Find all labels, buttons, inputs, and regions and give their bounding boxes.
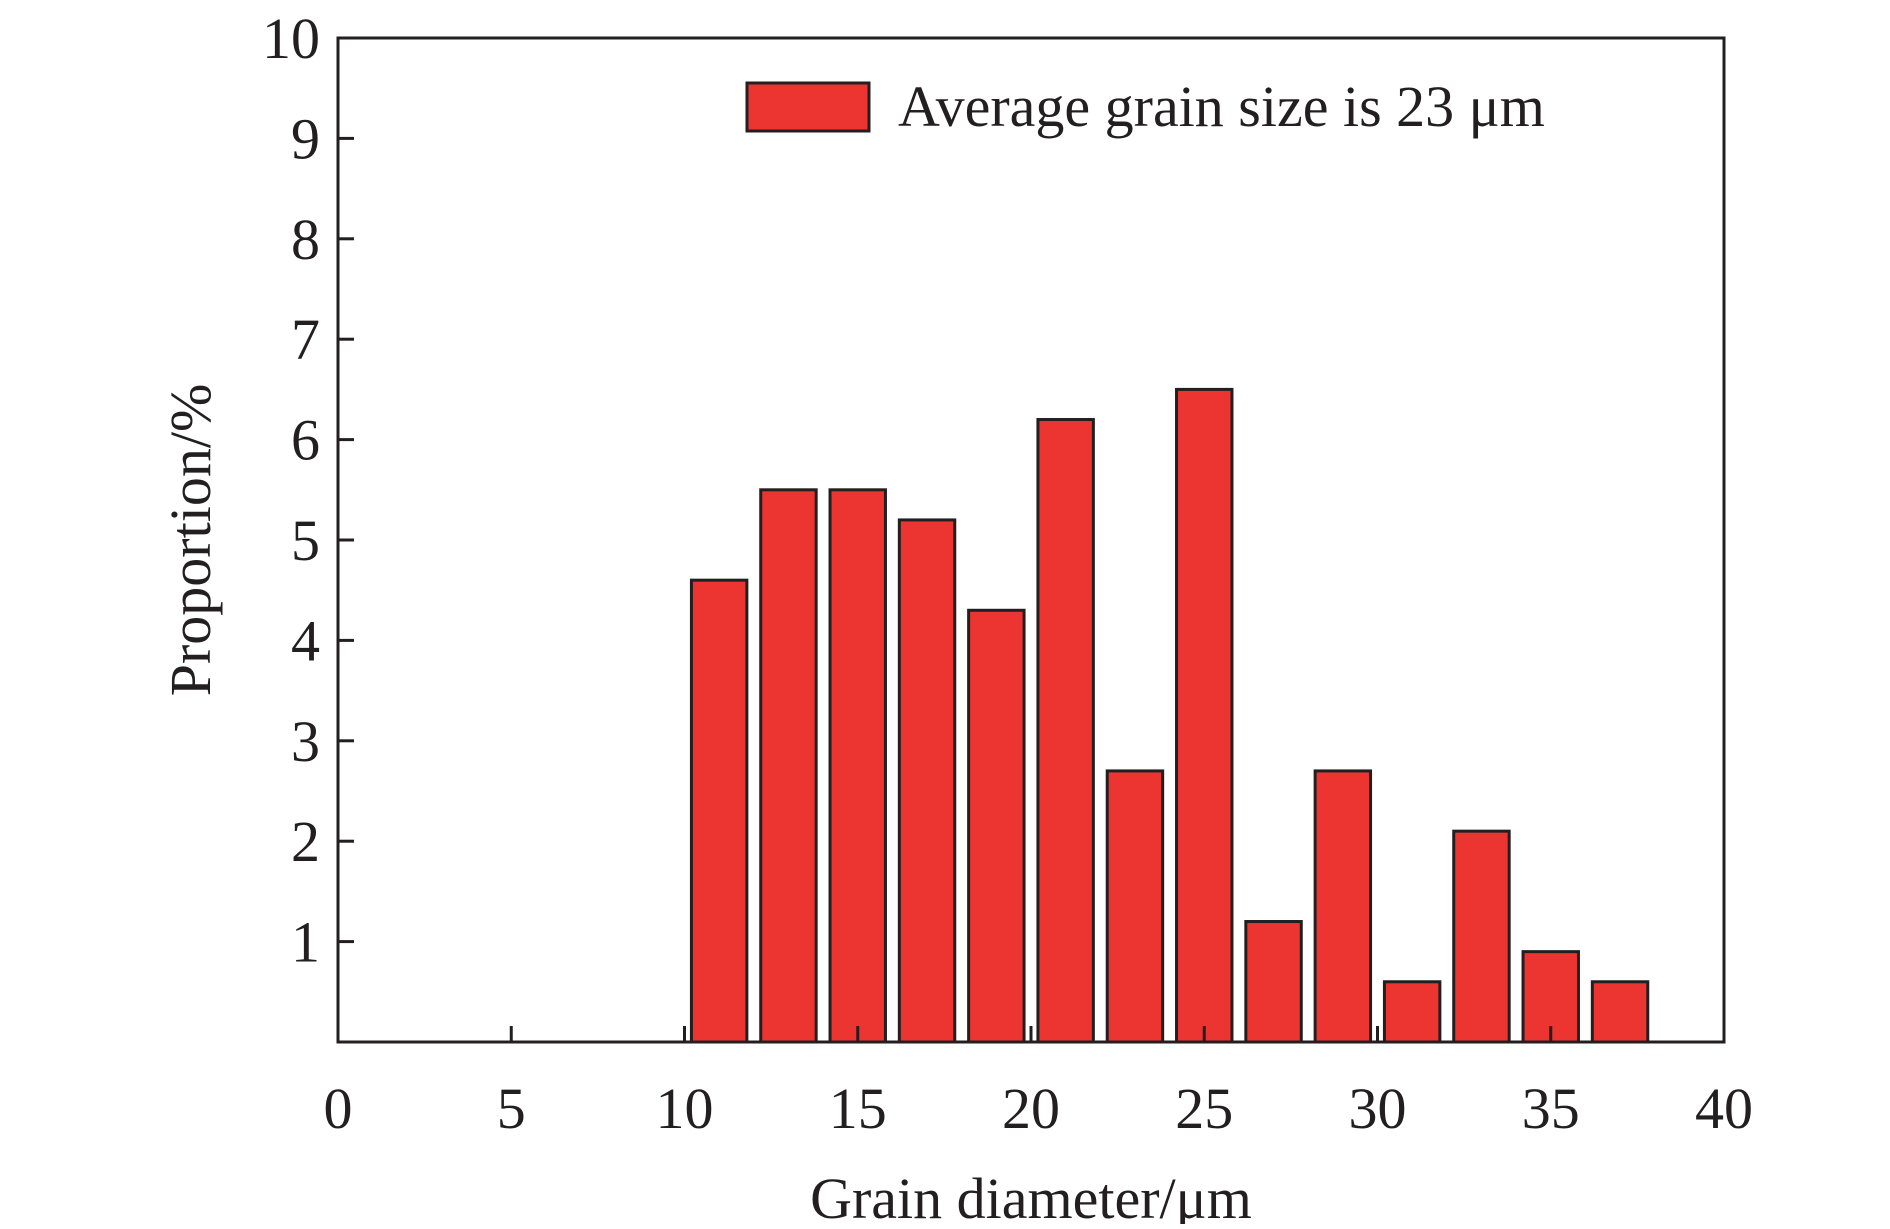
bar	[1036, 418, 1095, 1044]
plot-frame	[336, 36, 1726, 1044]
legend-label: Average grain size is 23 μm	[898, 74, 1545, 139]
x-tick-label: 40	[1695, 1076, 1753, 1141]
bars-layer	[689, 387, 1650, 1044]
y-axis-title: Proportion/%	[158, 384, 223, 697]
y-tick-label: 2	[291, 809, 320, 874]
x-tick-label: 35	[1522, 1076, 1580, 1141]
y-tick-label: 6	[291, 408, 320, 473]
bar	[1105, 769, 1165, 1044]
bar	[1175, 387, 1234, 1044]
bar	[1382, 980, 1442, 1044]
x-tick-label: 0	[324, 1076, 353, 1141]
bar	[689, 578, 749, 1044]
bar	[828, 488, 887, 1044]
bar	[1313, 769, 1373, 1044]
x-tick-label: 20	[1002, 1076, 1060, 1141]
axes-layer: 0 5 10 15 20 25 30 35 40 1 2 3 4 5 6 7 8 9 10	[262, 6, 1753, 1141]
y-tick-label: 9	[291, 106, 320, 171]
x-tick-label: 5	[497, 1076, 526, 1141]
bar	[1590, 980, 1650, 1044]
x-tick-label: 30	[1349, 1076, 1407, 1141]
y-tick-label: 8	[291, 207, 320, 272]
y-tick-label: 3	[291, 709, 320, 774]
y-tick-label: 4	[291, 608, 320, 673]
x-tick-label: 25	[1175, 1076, 1233, 1141]
y-tick-label: 5	[291, 508, 320, 573]
bar	[967, 608, 1026, 1044]
legend: Average grain size is 23 μm	[745, 74, 1545, 139]
x-axis-title: Grain diameter/μm	[810, 1166, 1252, 1224]
legend-swatch	[745, 81, 871, 133]
y-tick-label: 1	[291, 910, 320, 975]
bar	[759, 488, 818, 1044]
y-tick-label: 10	[262, 6, 320, 71]
bar	[897, 518, 957, 1044]
bar	[1452, 829, 1511, 1044]
bar	[1244, 920, 1303, 1044]
x-tick-label: 10	[656, 1076, 714, 1141]
x-tick-label: 15	[829, 1076, 887, 1141]
y-tick-label: 7	[291, 307, 320, 372]
